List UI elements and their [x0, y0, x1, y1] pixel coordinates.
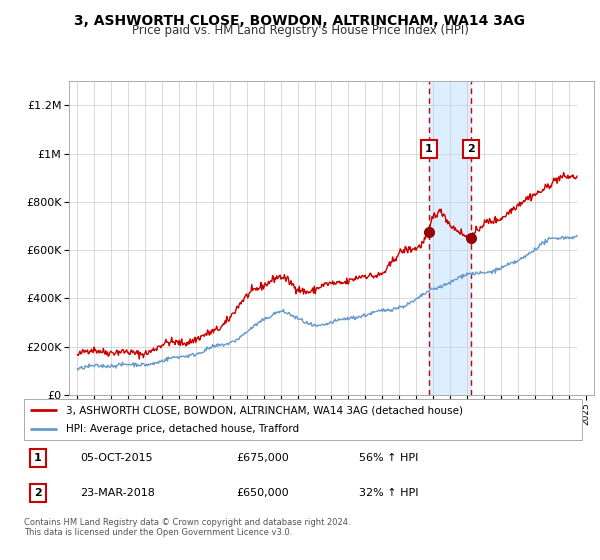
Text: HPI: Average price, detached house, Trafford: HPI: Average price, detached house, Traf…	[66, 424, 299, 433]
Text: Price paid vs. HM Land Registry's House Price Index (HPI): Price paid vs. HM Land Registry's House …	[131, 24, 469, 37]
Text: 3, ASHWORTH CLOSE, BOWDON, ALTRINCHAM, WA14 3AG (detached house): 3, ASHWORTH CLOSE, BOWDON, ALTRINCHAM, W…	[66, 405, 463, 415]
Text: 32% ↑ HPI: 32% ↑ HPI	[359, 488, 418, 498]
Text: £675,000: £675,000	[236, 453, 289, 463]
Text: £650,000: £650,000	[236, 488, 289, 498]
Text: 56% ↑ HPI: 56% ↑ HPI	[359, 453, 418, 463]
Bar	[577, 81, 596, 395]
Text: 2: 2	[34, 488, 42, 498]
Text: 3, ASHWORTH CLOSE, BOWDON, ALTRINCHAM, WA14 3AG: 3, ASHWORTH CLOSE, BOWDON, ALTRINCHAM, W…	[74, 14, 526, 28]
Text: Contains HM Land Registry data © Crown copyright and database right 2024.
This d: Contains HM Land Registry data © Crown c…	[24, 518, 350, 538]
Bar	[429, 81, 471, 395]
Text: 23-MAR-2018: 23-MAR-2018	[80, 488, 155, 498]
Text: 1: 1	[34, 453, 42, 463]
Text: 1: 1	[425, 144, 433, 154]
Text: 2: 2	[467, 144, 475, 154]
Text: 05-OCT-2015: 05-OCT-2015	[80, 453, 152, 463]
